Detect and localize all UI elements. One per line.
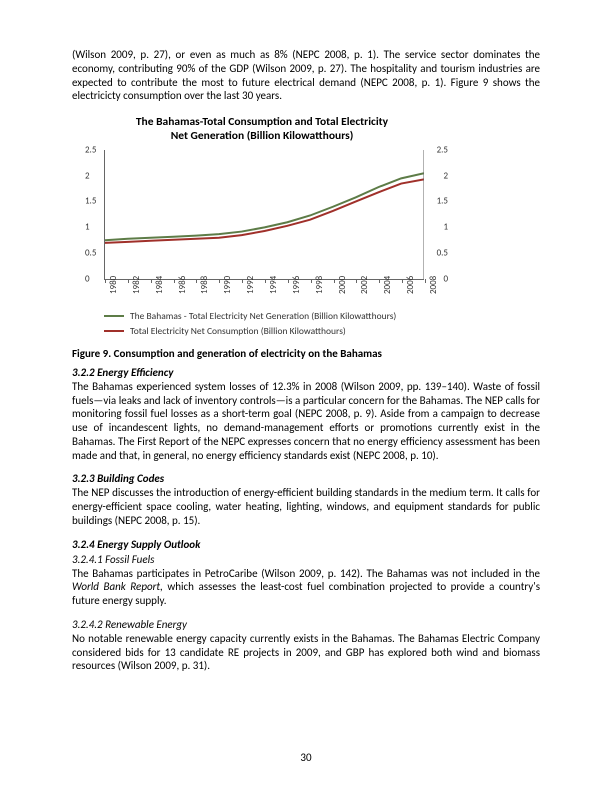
legend-row: The Bahamas - Total Electricity Net Gene…: [104, 310, 442, 322]
x-tick: [402, 279, 403, 283]
text-3242: No notable renewable energy capacity cur…: [72, 632, 540, 673]
y-right-label: 1.5: [437, 196, 448, 207]
legend-row: Total Electricity Net Consumption (Billi…: [104, 325, 442, 337]
x-tick: [265, 279, 266, 283]
x-tick: [174, 279, 175, 283]
chart-legend: The Bahamas - Total Electricity Net Gene…: [104, 310, 442, 337]
x-tick: [196, 279, 197, 283]
heading-3242: 3.2.4.2 Renewable Energy: [72, 618, 540, 631]
page-content: (Wilson 2009, p. 27), or even as much as…: [0, 0, 612, 723]
x-label: 1988: [199, 276, 210, 294]
x-label: 1998: [314, 276, 325, 294]
x-label: 2008: [428, 276, 439, 294]
text-3241-before: The Bahamas participates in PetroCaribe …: [72, 567, 540, 580]
x-tick: [334, 279, 335, 283]
figure-caption: Figure 9. Consumption and generation of …: [72, 347, 540, 360]
x-label: 2004: [382, 276, 393, 294]
chart-title-line1: The Bahamas-Total Consumption and Total …: [136, 115, 388, 129]
x-label: 1984: [154, 276, 165, 294]
heading-324: 3.2.4 Energy Supply Outlook: [72, 538, 540, 551]
legend-label: The Bahamas - Total Electricity Net Gene…: [130, 310, 396, 322]
chart-svg: [105, 150, 424, 279]
y-right-label: 2.5: [437, 144, 448, 155]
x-tick: [425, 279, 426, 283]
y-right-label: 0.5: [437, 247, 448, 258]
x-tick: [128, 279, 129, 283]
x-label: 1986: [177, 276, 188, 294]
y-left-label: 1: [85, 222, 90, 233]
legend-swatch: [104, 330, 124, 332]
x-tick: [379, 279, 380, 283]
text-3241-italic: World Bank Report,: [72, 580, 163, 593]
x-label: 1982: [131, 276, 142, 294]
x-label: 1980: [108, 276, 119, 294]
legend-label: Total Electricity Net Consumption (Billi…: [130, 325, 346, 337]
x-label: 2000: [337, 276, 348, 294]
heading-323: 3.2.3 Building Codes: [72, 472, 540, 485]
heading-322: 3.2.2 Energy Efficiency: [72, 366, 540, 379]
x-label: 2006: [405, 276, 416, 294]
x-tick: [105, 279, 106, 283]
x-tick: [151, 279, 152, 283]
text-323: The NEP discusses the introduction of en…: [72, 486, 540, 527]
y-right-label: 2: [443, 170, 448, 181]
text-3241: The Bahamas participates in PetroCaribe …: [72, 567, 540, 608]
x-label: 1996: [291, 276, 302, 294]
x-label: 2002: [359, 276, 370, 294]
y-left-label: 1.5: [85, 196, 96, 207]
chart-container: The Bahamas-Total Consumption and Total …: [82, 115, 442, 337]
x-tick: [288, 279, 289, 283]
x-tick: [219, 279, 220, 283]
y-left-label: 0.5: [85, 247, 96, 258]
legend-swatch: [104, 315, 124, 317]
x-tick: [311, 279, 312, 283]
heading-3241: 3.2.4.1 Fossil Fuels: [72, 553, 540, 566]
chart-title-line2: Net Generation (Billion Kilowatthours): [171, 129, 354, 143]
x-tick: [356, 279, 357, 283]
y-left-label: 2: [85, 170, 90, 181]
y-left-label: 2.5: [85, 144, 96, 155]
y-left-label: 0: [85, 273, 90, 284]
intro-paragraph: (Wilson 2009, p. 27), or even as much as…: [72, 48, 540, 103]
page-number: 30: [0, 751, 612, 764]
y-right-label: 0: [443, 273, 448, 284]
x-label: 1992: [245, 276, 256, 294]
text-322: The Bahamas experienced system losses of…: [72, 380, 540, 463]
chart-plot: 000.50.5111.51.5222.52.51980198219841986…: [104, 150, 424, 280]
y-right-label: 1: [443, 222, 448, 233]
x-label: 1990: [222, 276, 233, 294]
x-label: 1994: [268, 276, 279, 294]
x-tick: [242, 279, 243, 283]
chart-title: The Bahamas-Total Consumption and Total …: [82, 115, 442, 144]
